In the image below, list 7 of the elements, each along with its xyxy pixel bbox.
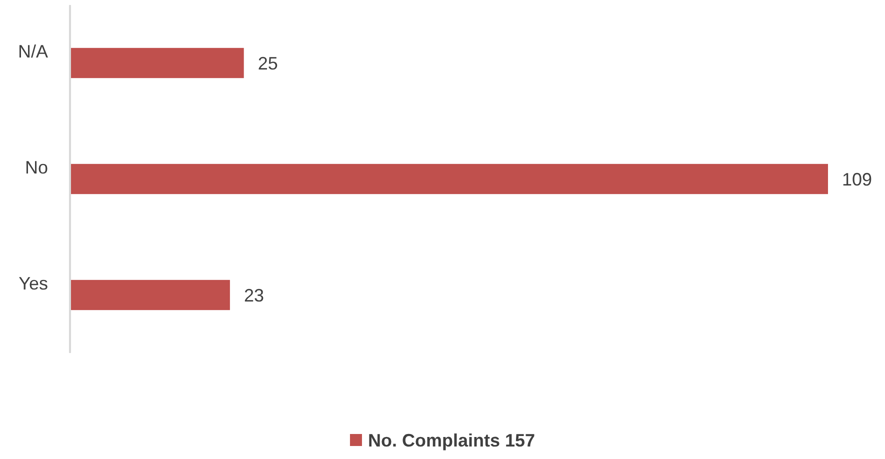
data-label: 109 (842, 169, 872, 190)
data-label: 23 (244, 285, 264, 306)
legend-label: No. Complaints 157 (368, 430, 536, 450)
data-label: 25 (258, 53, 278, 74)
y-tick-label: Yes (18, 274, 48, 294)
y-tick-label: N/A (18, 42, 48, 62)
y-tick-label: No (24, 158, 48, 178)
